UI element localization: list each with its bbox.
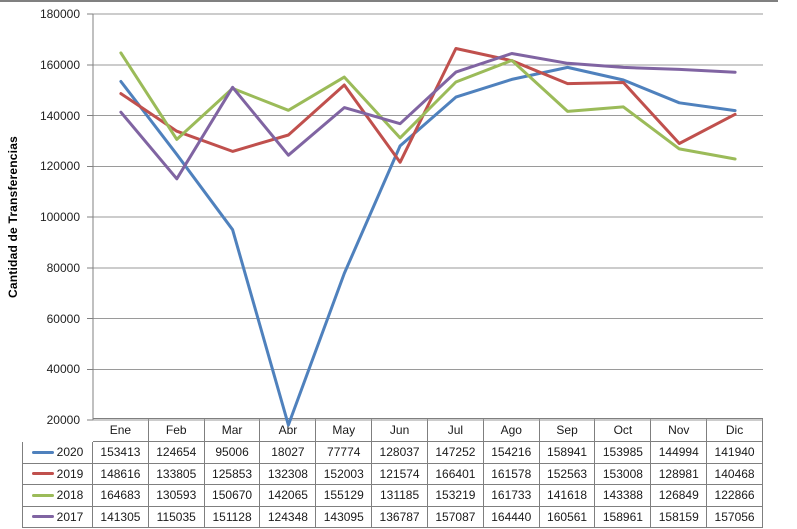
value-cell: 122866 [707,485,763,507]
value-cell: 115035 [148,506,205,528]
value-cell: 141940 [707,442,763,464]
value-cell: 18027 [260,442,317,464]
value-cell: 143095 [316,506,373,528]
value-cell: 157056 [707,506,763,528]
data-table: Ene Feb Mar Abr May Jun Jul Ago Sep Oct Nov Dic 2020… [22,418,763,528]
month-header-cell: Mar [204,418,261,442]
month-header-cell: May [316,418,373,442]
table-corner-cell [22,418,93,442]
value-cell: 124348 [260,506,317,528]
value-cell: 147252 [427,442,484,464]
value-cell: 142065 [260,485,317,507]
value-cell: 152563 [539,463,596,485]
value-cell: 148616 [93,463,149,485]
month-header-cell: Dic [707,418,763,442]
value-cell: 95006 [204,442,261,464]
legend-key-2017 [31,515,54,519]
y-axis-tick-label: 180000 [39,7,80,21]
value-cell: 128981 [651,463,708,485]
value-cell: 152003 [316,463,373,485]
value-cell: 158159 [651,506,708,528]
value-cell: 141305 [93,506,149,528]
month-header-cell: Jun [372,418,428,442]
value-cell: 161578 [483,463,540,485]
value-cell: 157087 [427,506,484,528]
legend-cell: 2019 [22,463,93,485]
legend-cell: 2017 [22,506,93,528]
value-cell: 153008 [595,463,652,485]
value-cell: 121574 [372,463,428,485]
value-cell: 153985 [595,442,652,464]
value-cell: 128037 [372,442,428,464]
chart-top-border [0,0,778,2]
value-cell: 153413 [93,442,149,464]
month-header-cell: Ago [483,418,540,442]
value-cell: 144994 [651,442,708,464]
series-line-2020 [119,65,737,427]
y-axis-tick-label: 20000 [46,413,80,427]
legend-cell: 2020 [22,442,93,464]
series-line-2018 [119,51,737,161]
value-cell: 166401 [427,463,484,485]
series-name: 2018 [56,488,84,503]
series-name: 2017 [56,509,84,524]
value-cell: 131185 [372,485,428,507]
legend-key-2019 [31,472,54,476]
y-axis-tick-label: 100000 [39,210,80,224]
value-cell: 158941 [539,442,596,464]
legend-key-2018 [31,493,54,497]
value-cell: 164683 [93,485,149,507]
value-cell: 150670 [204,485,261,507]
y-axis: 180000 160000 140000 120000 100000 80000 60000… [0,0,80,529]
value-cell: 132308 [260,463,317,485]
series-name: 2019 [56,466,84,481]
value-cell: 130593 [148,485,205,507]
series-name: 2020 [56,445,84,460]
y-axis-tick-label: 80000 [46,260,80,275]
value-cell: 133805 [148,463,205,485]
y-axis-tick-label: 40000 [46,362,80,377]
month-header-cell: Oct [595,418,652,442]
y-axis-tick-label: 160000 [39,57,80,72]
month-header-cell: Nov [651,418,708,442]
value-cell: 155129 [316,485,373,507]
series-line-2019 [119,47,737,164]
month-header-cell: Feb [148,418,205,442]
value-cell: 161733 [483,485,540,507]
y-axis-tick-label: 60000 [46,311,80,326]
value-cell: 124654 [148,442,205,464]
value-cell: 154216 [483,442,540,464]
value-cell: 77774 [316,442,373,464]
month-header-cell: Jul [427,418,484,442]
month-header-cell: Ene [93,418,149,442]
series-line-2017 [119,52,737,181]
value-cell: 143388 [595,485,652,507]
value-cell: 151128 [204,506,261,528]
value-cell: 141618 [539,485,596,507]
value-cell: 126849 [651,485,708,507]
month-header-cell: Sep [539,418,596,442]
y-axis-tick-label: 120000 [39,159,80,174]
legend-cell: 2018 [22,485,93,507]
value-cell: 140468 [707,463,763,485]
value-cell: 158961 [595,506,652,528]
value-cell: 125853 [204,463,261,485]
value-cell: 153219 [427,485,484,507]
month-header-cell: Abr [260,418,317,442]
legend-key-2020 [31,450,54,454]
y-axis-tick-label: 140000 [39,108,80,123]
value-cell: 164440 [483,506,540,528]
value-cell: 160561 [539,506,596,528]
value-cell: 136787 [372,506,428,528]
